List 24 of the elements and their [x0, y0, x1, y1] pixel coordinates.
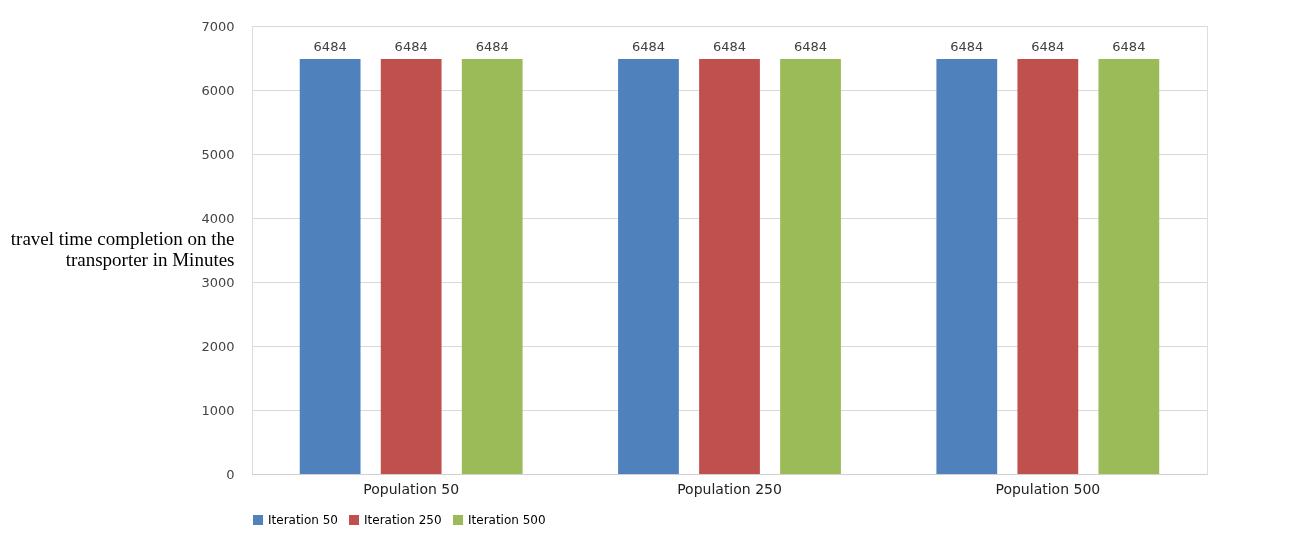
- y-tick-label: 7000: [201, 18, 235, 34]
- data-label: 6484: [1112, 39, 1146, 55]
- y-tick-label: 5000: [201, 146, 235, 162]
- data-label: 6484: [313, 39, 347, 55]
- y-tick-label: 4000: [201, 210, 235, 226]
- data-label: 6484: [793, 39, 828, 55]
- data-label: 6484: [631, 39, 666, 55]
- y-tick-label: 3000: [201, 274, 235, 290]
- y-tick-label: 0: [226, 466, 235, 482]
- y-axis-title: travel time completion on the transporter in Minutes: [10, 227, 235, 270]
- x-tick-label: Population 250: [677, 480, 782, 497]
- data-label: 6484: [950, 39, 984, 55]
- x-tick-label: Population 50: [363, 480, 460, 497]
- y-tick-label: 1000: [201, 402, 235, 418]
- x-tick-label: Population 500: [995, 480, 1101, 497]
- legend-label: Iteration 50: [268, 513, 338, 527]
- data-label: 6484: [475, 39, 509, 55]
- legend-label: Iteration 250: [364, 513, 442, 527]
- legend-label: Iteration 500: [468, 513, 546, 527]
- data-label: 6484: [712, 39, 747, 55]
- data-label: 6484: [394, 39, 428, 55]
- y-tick-label: 6000: [201, 82, 235, 98]
- y-tick-label: 2000: [201, 338, 235, 354]
- data-label: 6484: [1031, 39, 1065, 55]
